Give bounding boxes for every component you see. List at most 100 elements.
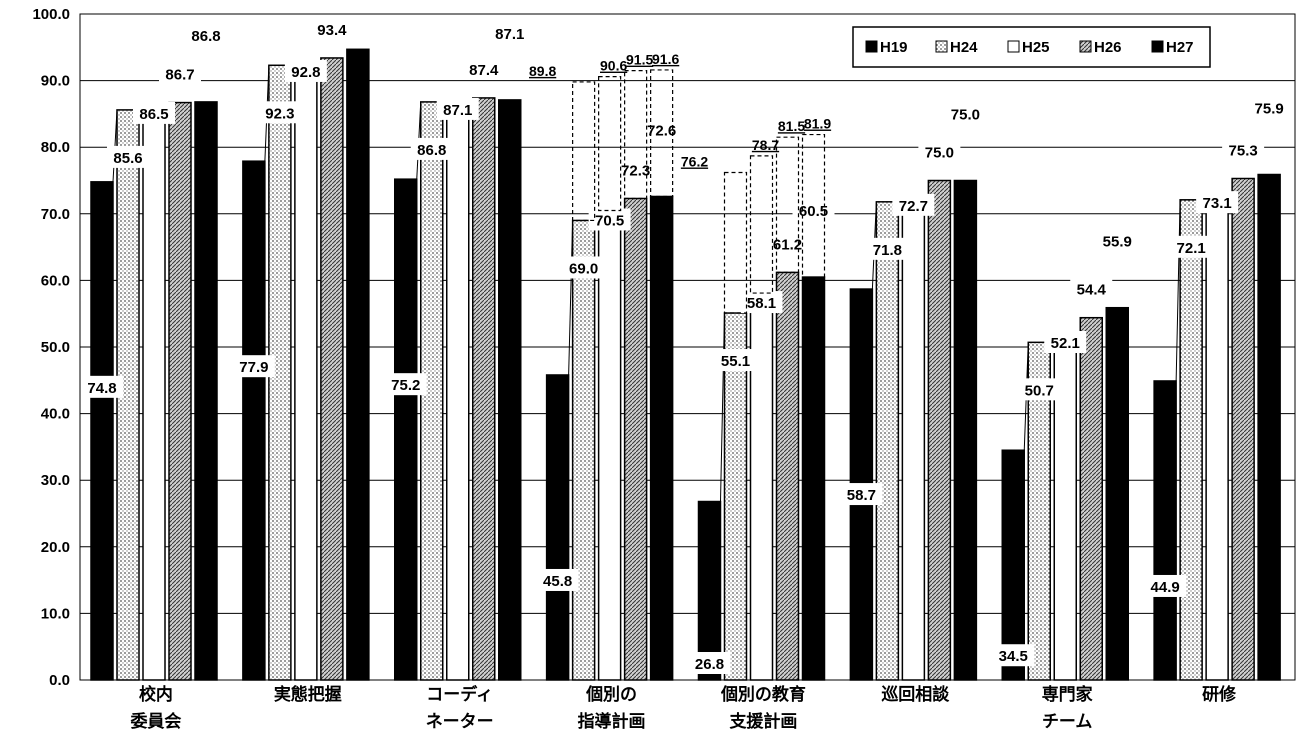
- bar-h27: [1105, 306, 1129, 681]
- bar-h26: [472, 97, 496, 681]
- data-label: 86.8: [417, 142, 446, 159]
- extra-bar: [572, 81, 596, 222]
- data-label-box: [562, 256, 605, 279]
- data-label-box: [944, 102, 987, 125]
- data-label: 86.7: [165, 67, 194, 84]
- category-label: 研修: [1202, 684, 1237, 704]
- data-label-box: [258, 101, 301, 124]
- data-label-box: [1170, 235, 1213, 258]
- legend-label: H26: [1094, 39, 1122, 56]
- data-label-box: [410, 137, 453, 160]
- bar-h27: [801, 276, 826, 681]
- data-label: 72.1: [1177, 240, 1206, 257]
- legend-label: H24: [950, 39, 978, 56]
- data-label: 69.0: [569, 260, 598, 277]
- data-label: 92.3: [265, 105, 294, 122]
- data-label: 73.1: [1203, 195, 1232, 212]
- data-label: 54.4: [1077, 282, 1107, 299]
- bar-h24: [1027, 341, 1051, 681]
- category-label: 校内: [139, 684, 173, 704]
- category-label: 指導計画: [578, 711, 646, 731]
- bar-h25: [597, 209, 622, 681]
- data-label: 86.5: [139, 106, 168, 123]
- series-connector: [112, 109, 118, 182]
- bar-h25: [901, 195, 926, 681]
- y-tick-label: 20.0: [41, 539, 70, 556]
- data-label-box: [1096, 229, 1139, 252]
- legend-swatch: [935, 40, 948, 53]
- extra-bar: [801, 133, 826, 278]
- data-label-box: [536, 568, 579, 591]
- extra-data-label: 91.6: [652, 51, 679, 67]
- data-label: 72.6: [647, 122, 676, 139]
- data-label: 75.0: [951, 107, 980, 124]
- data-label: 45.8: [543, 573, 572, 590]
- extra-bar: [775, 136, 800, 274]
- bar-h27: [194, 101, 218, 681]
- data-label: 87.4: [469, 62, 499, 79]
- data-label-box: [384, 373, 427, 396]
- data-label: 85.6: [113, 150, 142, 167]
- extra-data-label: 81.5: [778, 118, 805, 134]
- plot-frame: [79, 13, 1296, 681]
- bar-h26: [320, 57, 344, 681]
- data-label: 93.4: [317, 22, 347, 39]
- data-label-box: [488, 21, 531, 44]
- data-label: 72.3: [621, 162, 650, 179]
- series-connector: [1175, 199, 1181, 381]
- extra-bar: [650, 69, 674, 198]
- legend-label: H19: [880, 39, 908, 56]
- extra-data-label: 81.9: [804, 116, 831, 132]
- series-connector: [568, 220, 574, 375]
- category-label: 支援計画: [729, 711, 797, 731]
- legend-box: [852, 26, 1211, 68]
- data-label-box: [1070, 277, 1113, 300]
- data-label: 75.9: [1255, 101, 1284, 118]
- bar-h26: [775, 271, 800, 681]
- bar-h19: [90, 181, 114, 681]
- data-label: 58.1: [747, 295, 776, 312]
- y-tick-label: 100.0: [32, 6, 70, 23]
- data-label-box: [740, 291, 783, 314]
- y-tick-label: 30.0: [41, 472, 70, 489]
- category-label: 専門家: [1042, 684, 1093, 704]
- data-label: 74.8: [87, 380, 116, 397]
- data-label: 61.2: [773, 236, 802, 253]
- y-tick-label: 40.0: [41, 406, 70, 423]
- data-label: 87.1: [443, 102, 472, 119]
- data-label-box: [866, 237, 909, 260]
- bar-h24: [875, 201, 900, 681]
- y-tick-label: 0.0: [49, 672, 70, 689]
- data-label: 75.0: [925, 145, 954, 162]
- data-label-box: [918, 140, 961, 163]
- data-label-box: [159, 62, 201, 85]
- data-label-box: [1248, 96, 1291, 119]
- bar-h25: [1205, 192, 1229, 681]
- bar-h25: [294, 61, 318, 681]
- data-label: 75.2: [391, 377, 420, 394]
- bar-h19: [697, 500, 722, 681]
- bar-h26: [927, 179, 952, 681]
- data-label: 71.8: [873, 242, 902, 259]
- data-label: 72.7: [899, 198, 928, 215]
- bar-h19: [1153, 380, 1177, 681]
- bar-h26: [168, 101, 192, 681]
- legend-label: H25: [1022, 39, 1050, 56]
- data-label-box: [688, 652, 731, 674]
- bar-h26: [623, 197, 648, 681]
- series-connector: [720, 313, 725, 502]
- data-label: 52.1: [1051, 335, 1080, 352]
- data-label-box: [1196, 191, 1239, 214]
- category-label: 個別の教育: [720, 684, 806, 704]
- data-label: 60.5: [799, 203, 828, 220]
- bar-h24: [571, 219, 596, 681]
- bar-h19: [242, 160, 266, 681]
- legend-swatch: [865, 40, 878, 53]
- bar-h19: [1001, 449, 1025, 681]
- data-label-box: [436, 97, 479, 120]
- data-label: 75.3: [1229, 143, 1258, 160]
- y-tick-label: 50.0: [41, 339, 70, 356]
- bar-h27: [498, 99, 522, 681]
- y-tick-label: 60.0: [41, 272, 70, 289]
